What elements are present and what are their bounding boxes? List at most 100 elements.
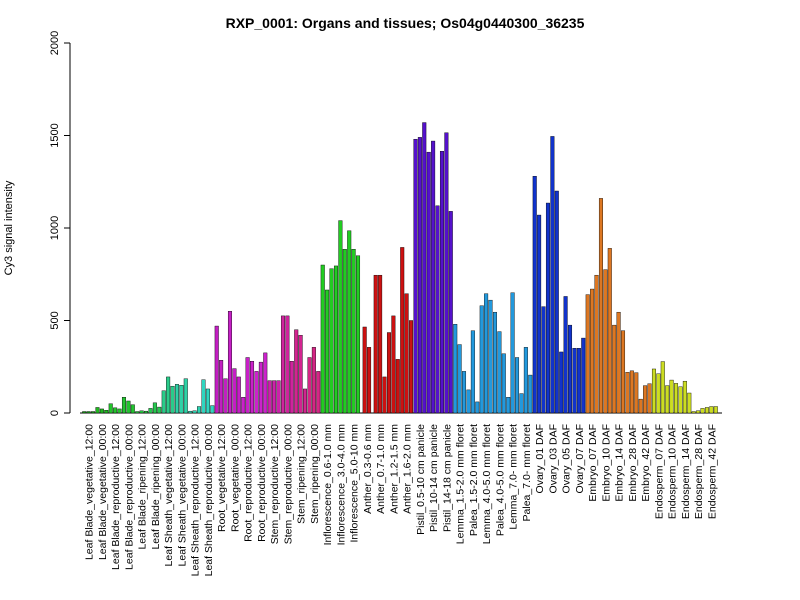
bar-series bbox=[80, 122, 722, 414]
x-tick-label: Palea_4.0-5.0 mm floret bbox=[494, 424, 506, 536]
bar bbox=[210, 405, 215, 414]
bar bbox=[568, 324, 573, 414]
bar bbox=[492, 311, 497, 414]
bar bbox=[272, 380, 277, 414]
bar bbox=[367, 347, 372, 414]
bar bbox=[634, 372, 639, 414]
bar bbox=[351, 249, 356, 414]
category-labels: Leaf Blade_vegetative_12:00 Leaf Blade_ve… bbox=[84, 424, 719, 577]
bar bbox=[104, 410, 109, 414]
x-tick-label: Endosperm_07 DAF bbox=[653, 424, 665, 519]
bar bbox=[444, 132, 449, 414]
bar bbox=[506, 397, 511, 414]
bar bbox=[382, 376, 387, 414]
x-tick-label: Leaf Sheath_reproductive_00:00 bbox=[203, 424, 215, 577]
bar bbox=[426, 151, 431, 414]
bar bbox=[192, 410, 197, 414]
bar bbox=[554, 190, 559, 414]
bar bbox=[713, 406, 718, 414]
bar bbox=[174, 384, 179, 414]
bar bbox=[148, 408, 153, 414]
x-tick-label: Embryo_14 DAF bbox=[614, 424, 626, 502]
bar bbox=[523, 347, 528, 414]
bar bbox=[638, 398, 643, 414]
x-tick-label: Embryo_28 DAF bbox=[627, 424, 639, 502]
x-tick-label: Pistil_0.5-10 cm panicle bbox=[415, 424, 427, 535]
bar bbox=[325, 289, 330, 414]
x-tick-label: Root_vegetative_00:00 bbox=[229, 424, 241, 532]
bar bbox=[470, 330, 475, 414]
bar bbox=[241, 397, 246, 414]
bar bbox=[126, 400, 131, 414]
bar bbox=[113, 407, 118, 414]
x-tick-label: Root_reproductive_12:00 bbox=[243, 424, 255, 542]
x-tick-label: Ovary_03 DAF bbox=[547, 424, 559, 493]
y-tick-label: 500 bbox=[49, 311, 61, 329]
x-tick-label: Endosperm_28 DAF bbox=[693, 424, 705, 519]
bar bbox=[691, 411, 696, 414]
bar bbox=[439, 151, 444, 414]
x-tick-label: Pistil_10-14 cm panicle bbox=[428, 424, 440, 532]
bar bbox=[453, 324, 458, 414]
bar bbox=[647, 383, 652, 414]
bar bbox=[373, 274, 378, 414]
bar bbox=[510, 292, 515, 414]
bar bbox=[590, 288, 595, 414]
bar bbox=[629, 370, 634, 414]
bar bbox=[656, 373, 661, 414]
x-tick-label: Endosperm_10 DAF bbox=[667, 424, 679, 519]
bar bbox=[709, 406, 714, 414]
x-tick-label: Inflorescence_0.6-1.0 mm bbox=[322, 424, 334, 546]
bar bbox=[462, 371, 467, 414]
bar bbox=[356, 255, 361, 414]
x-tick-label: Leaf Blade_vegetative_12:00 bbox=[84, 424, 96, 560]
bar bbox=[528, 374, 533, 414]
x-tick-label: Ovary_05 DAF bbox=[561, 424, 573, 493]
bar bbox=[342, 249, 347, 414]
x-tick-label: Inflorescence_3.0-4.0 mm bbox=[335, 424, 347, 546]
bar bbox=[219, 360, 224, 414]
bar bbox=[532, 175, 537, 414]
bar bbox=[422, 122, 427, 414]
x-tick-label: Stem_reproductive_00:00 bbox=[282, 424, 294, 544]
bar bbox=[245, 357, 250, 414]
bar bbox=[435, 205, 440, 414]
bar bbox=[205, 388, 210, 414]
bar bbox=[135, 411, 140, 414]
bar bbox=[395, 359, 400, 414]
bar bbox=[687, 392, 692, 414]
bar bbox=[682, 380, 687, 414]
bar bbox=[413, 138, 418, 414]
bar bbox=[545, 202, 550, 414]
y-tick-label: 1000 bbox=[49, 216, 61, 240]
bar bbox=[378, 274, 383, 414]
bar bbox=[276, 380, 281, 414]
bar bbox=[333, 265, 338, 414]
x-tick-label: Anther_1.6-2.0 mm bbox=[402, 424, 414, 514]
bar bbox=[298, 335, 303, 414]
x-tick-label: Embryo_42 DAF bbox=[640, 424, 652, 502]
bar bbox=[197, 406, 202, 414]
bar bbox=[700, 408, 705, 414]
bar bbox=[236, 376, 241, 414]
bar bbox=[386, 332, 391, 414]
bar bbox=[303, 388, 308, 414]
bar bbox=[643, 385, 648, 414]
bar bbox=[625, 372, 630, 414]
x-tick-label: Anther_1.2-1.5 mm bbox=[388, 424, 400, 514]
bar bbox=[117, 408, 122, 414]
bar bbox=[537, 214, 542, 414]
x-tick-label: Lemma_1.5-2.0 mm floret bbox=[455, 424, 467, 544]
bar bbox=[320, 264, 325, 414]
bar bbox=[541, 306, 546, 414]
bar bbox=[409, 320, 414, 414]
bar bbox=[497, 331, 502, 414]
x-tick-label: Root_vegetative_12:00 bbox=[216, 424, 228, 532]
bar bbox=[166, 376, 171, 414]
x-tick-label: Lemma_7.0- mm floret bbox=[508, 424, 520, 530]
bar bbox=[99, 408, 104, 414]
bar bbox=[91, 411, 96, 414]
x-tick-label: Endosperm_42 DAF bbox=[706, 424, 718, 519]
bar bbox=[139, 410, 144, 414]
